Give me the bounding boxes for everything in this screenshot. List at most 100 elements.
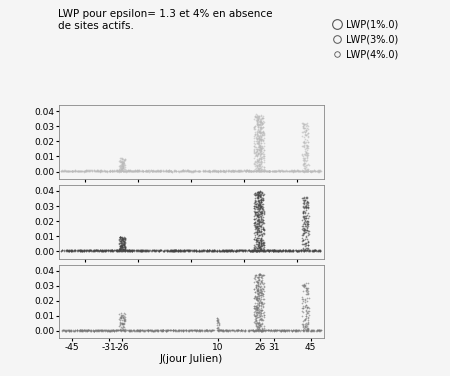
Point [258, 212, 265, 218]
Point [292, 327, 299, 334]
Point [297, 168, 304, 174]
Point [113, 167, 121, 173]
Point [276, 168, 284, 174]
Point [118, 236, 125, 242]
Point [292, 327, 299, 333]
Point [84, 168, 91, 174]
Point [256, 129, 263, 135]
Point [275, 327, 282, 333]
Point [269, 168, 276, 174]
Point [65, 168, 72, 174]
Point [268, 247, 275, 253]
Point [65, 327, 72, 333]
Point [154, 327, 161, 334]
Point [142, 168, 149, 174]
Point [257, 229, 264, 235]
Point [119, 158, 126, 164]
Point [255, 232, 262, 238]
Point [255, 129, 262, 135]
Point [314, 248, 321, 254]
Point [253, 248, 260, 254]
Point [256, 281, 264, 287]
Point [167, 168, 174, 174]
Point [254, 327, 261, 333]
Point [212, 167, 219, 173]
Point [167, 168, 175, 174]
Point [158, 168, 165, 174]
Point [280, 168, 287, 174]
Point [274, 248, 281, 254]
Point [257, 307, 265, 313]
Point [307, 168, 315, 174]
Point [303, 203, 310, 209]
Point [187, 168, 194, 174]
Point [255, 151, 262, 157]
Point [136, 247, 143, 253]
Point [215, 327, 222, 334]
Point [112, 327, 120, 334]
Point [305, 248, 312, 254]
Point [259, 121, 266, 127]
Point [168, 327, 175, 334]
Point [117, 238, 124, 244]
Point [107, 248, 114, 254]
Point [301, 215, 308, 221]
Point [256, 168, 264, 174]
Point [257, 274, 265, 280]
Point [153, 168, 160, 174]
Point [119, 240, 126, 246]
Point [119, 168, 126, 174]
Point [299, 246, 306, 252]
Point [131, 168, 138, 174]
Point [267, 327, 274, 333]
Point [119, 246, 126, 252]
Point [235, 247, 243, 253]
Point [118, 247, 125, 253]
Point [153, 248, 160, 254]
Point [80, 168, 87, 174]
Point [303, 132, 310, 138]
Point [310, 247, 317, 253]
Point [259, 290, 266, 296]
Point [171, 248, 178, 254]
Point [257, 300, 264, 306]
Point [253, 327, 260, 333]
Point [174, 168, 181, 174]
Point [254, 294, 261, 300]
Point [259, 327, 266, 334]
Point [242, 247, 249, 253]
Point [251, 309, 258, 315]
Point [117, 247, 124, 253]
Point [257, 291, 265, 297]
Point [126, 167, 134, 173]
Point [316, 168, 324, 174]
Point [153, 168, 160, 174]
Point [166, 247, 174, 253]
Point [76, 168, 83, 174]
Point [257, 129, 265, 135]
Point [252, 327, 260, 333]
Point [305, 123, 312, 129]
Point [251, 195, 258, 201]
Point [239, 168, 246, 174]
Point [300, 205, 307, 211]
Point [253, 206, 260, 212]
Point [68, 168, 76, 174]
Point [215, 168, 222, 174]
Point [94, 328, 101, 334]
Point [248, 168, 255, 174]
Point [125, 247, 132, 253]
Point [254, 194, 261, 200]
Point [257, 238, 265, 244]
Point [180, 247, 188, 253]
Point [233, 327, 240, 334]
Point [254, 291, 261, 297]
Point [269, 248, 276, 254]
Point [179, 168, 186, 174]
Point [299, 321, 306, 327]
Point [147, 167, 154, 173]
Point [302, 168, 310, 174]
Point [303, 303, 310, 309]
Point [271, 327, 278, 333]
Point [109, 327, 117, 333]
